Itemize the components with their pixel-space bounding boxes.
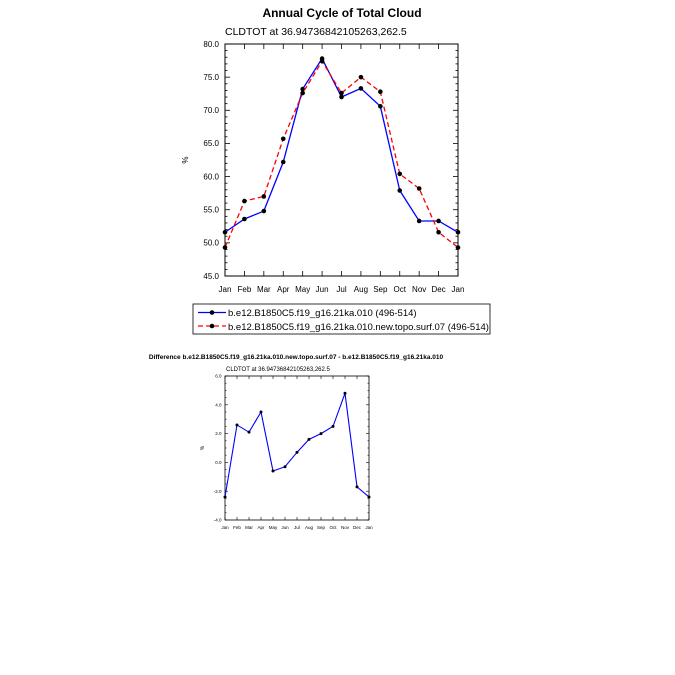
top-chart-xtick-label: Jan: [452, 285, 465, 294]
top-chart-series-1-point: [397, 188, 403, 193]
bottom-chart-xtick-label: Jul: [294, 525, 300, 530]
bottom-chart-xtick-label: Aug: [305, 525, 314, 530]
top-chart-series-1-point: [261, 208, 267, 214]
bottom-chart-xtick-label: Sep: [317, 525, 326, 530]
top-chart-ytick-label: 80.0: [203, 40, 219, 49]
bottom-chart-title: Difference b.e12.B1850C5.f19_g16.21ka.01…: [149, 354, 444, 361]
bottom-chart-ytick-label: -2.0: [214, 489, 222, 494]
bottom-chart-xtick-label: Mar: [245, 525, 253, 530]
top-chart-series-2-point: [397, 171, 403, 177]
bottom-chart-series-1-point: [331, 424, 335, 428]
top-chart-series-1-point: [280, 159, 286, 165]
top-chart-xtick-label: Aug: [354, 285, 368, 294]
top-chart-series-1-line: [224, 57, 459, 233]
top-chart-series-2-point: [378, 89, 383, 95]
bottom-chart-ytick-label: 2.0: [215, 431, 222, 436]
bottom-chart-series-1-point: [247, 430, 251, 434]
bottom-chart-series-1-point: [259, 410, 263, 414]
legend-entry-series-2: b.e12.B1850C5.f19_g16.21ka.010.new.topo.…: [228, 322, 489, 333]
bottom-chart-series-1-point: [355, 485, 359, 489]
bottom-chart-xtick-label: Jan: [221, 525, 229, 530]
legend-entry-series-1: b.e12.B1850C5.f19_g16.21ka.010 (496-514): [228, 308, 417, 319]
top-chart-series-2-point: [242, 198, 247, 204]
top-chart-series-2-point: [436, 229, 441, 235]
bottom-chart-frame: [224, 375, 370, 521]
top-chart-ytick-label: 65.0: [203, 139, 219, 148]
top-chart-xtick-label: Feb: [238, 285, 252, 294]
top-chart-series-1-point: [436, 218, 441, 224]
bottom-chart-series-1-point: [307, 437, 311, 441]
top-chart-xtick-label: Oct: [394, 285, 407, 294]
top-chart-series-1-point: [416, 218, 422, 224]
top-chart-ytick-label: 70.0: [203, 106, 219, 115]
top-chart-series-1-point: [300, 86, 305, 92]
bottom-chart-series-1-point: [283, 465, 287, 469]
top-chart-xtick-label: Jul: [336, 285, 346, 294]
top-chart-xtick-label: May: [295, 285, 310, 294]
bottom-chart-ytick-label: 6.0: [215, 374, 222, 379]
top-chart-subtitle: CLDTOT at 36.94736842105263,262.5: [225, 26, 407, 38]
top-chart-series-2-point: [455, 245, 461, 250]
top-chart-xtick-label: Apr: [277, 285, 290, 294]
bottom-chart-series-1-point: [295, 450, 299, 454]
bottom-chart-ylabel: %: [200, 445, 206, 450]
bottom-chart-xtick-label: Oct: [329, 525, 337, 530]
bottom-chart-series-1-point: [235, 423, 239, 427]
top-chart-series-1-point: [339, 94, 344, 100]
bottom-chart-xtick-label: Apr: [257, 525, 265, 530]
top-chart-series-2-point: [300, 90, 305, 96]
legend: b.e12.B1850C5.f19_g16.21ka.010 (496-514)…: [192, 303, 491, 335]
top-chart-xtick-label: Nov: [412, 285, 426, 294]
bottom-chart-xtick-label: Dec: [353, 525, 362, 530]
top-chart-xtick-label: Dec: [431, 285, 445, 294]
top-chart-frame: [224, 43, 459, 277]
top-chart-series-1-point: [242, 216, 247, 222]
bottom-chart-xtick-label: Jun: [281, 525, 289, 530]
top-chart-ytick-label: 55.0: [203, 206, 219, 215]
bottom-chart-series-1-point: [319, 432, 323, 436]
bottom-chart-ytick-label: -4.0: [214, 518, 222, 523]
top-chart-series-1-point: [222, 229, 228, 235]
bottom-chart-series-1-point: [343, 391, 347, 395]
top-chart-series-1-point: [358, 86, 364, 91]
top-chart-series-2-point: [261, 194, 267, 199]
bottom-chart-series-1-line: [224, 393, 370, 498]
top-chart-ytick-label: 50.0: [203, 239, 219, 248]
top-chart-series-2-point: [319, 58, 325, 64]
bottom-chart-subtitle: CLDTOT at 36.94736842105263,262.5: [226, 367, 331, 373]
top-chart-series-1-point: [378, 104, 383, 109]
top-chart-xtick-label: Mar: [257, 285, 271, 294]
top-chart-ylabel: %: [181, 156, 190, 163]
top-chart-ytick-label: 60.0: [203, 172, 219, 181]
top-chart-series-2-point: [222, 245, 228, 250]
top-chart-series-1-point: [455, 229, 461, 235]
bottom-chart-series-1-point: [367, 495, 371, 499]
bottom-chart-xtick-label: Nov: [341, 525, 350, 530]
top-chart-series-2-point: [358, 74, 364, 80]
top-chart-xtick-label: Sep: [373, 285, 388, 294]
top-chart-ytick-label: 45.0: [203, 272, 219, 281]
top-chart-ytick-label: 75.0: [203, 73, 219, 82]
top-chart-xtick-label: Jun: [316, 285, 329, 294]
top-chart-xtick-label: Jan: [219, 285, 232, 294]
top-chart-series-2-point: [280, 136, 286, 142]
bottom-chart-ytick-label: 0.0: [215, 460, 222, 465]
bottom-chart-series-1-point: [223, 495, 227, 499]
top-chart-plot: Jan Feb Mar Apr May Jun Jul Aug Sep Oct Nov Dec Jan4…: [203, 40, 464, 294]
top-chart-series-2-line: [224, 59, 459, 249]
bottom-chart-series-1-point: [271, 469, 275, 473]
bottom-chart-plot: Jan Feb Mar Apr May Jun Jul Aug Sep Oct Nov Dec Jan-…: [214, 374, 373, 530]
bottom-chart-xtick-label: May: [269, 525, 278, 530]
bottom-chart-ytick-label: 4.0: [215, 402, 222, 407]
top-chart-title: Annual Cycle of Total Cloud: [262, 6, 421, 20]
bottom-chart-xtick-label: Feb: [233, 525, 241, 530]
bottom-chart-xtick-label: Jan: [365, 525, 373, 530]
top-chart-series-2-point: [416, 186, 422, 191]
top-chart-series-2-point: [339, 90, 344, 96]
